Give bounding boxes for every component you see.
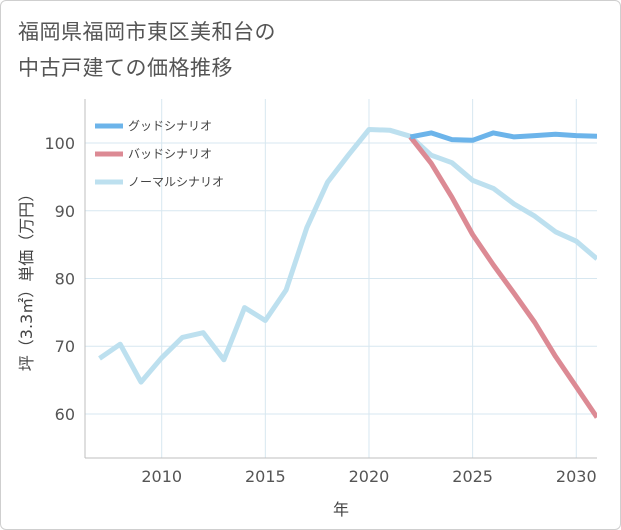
y-tick-label: 100 (44, 134, 75, 153)
plot-frame (84, 99, 597, 459)
x-tick-label: 2010 (141, 467, 182, 486)
series-line (408, 135, 597, 419)
chart-title-line1: 福岡県福岡市東区美和台の (18, 20, 276, 44)
x-tick-label: 2020 (349, 467, 390, 486)
y-tick-label: 90 (55, 202, 75, 221)
legend-label: ノーマルシナリオ (128, 175, 224, 189)
x-axis-label: 年 (333, 500, 349, 519)
grid (85, 99, 597, 458)
legend-label: グッドシナリオ (128, 119, 212, 133)
series-line (98, 127, 597, 385)
series-layer (98, 127, 597, 419)
y-tick-label: 80 (55, 270, 75, 289)
chart-title-line2: 中古戸建ての価格推移 (18, 56, 233, 80)
x-tick-label: 2030 (556, 467, 597, 486)
x-tick-label: 2015 (245, 467, 286, 486)
x-axis-ticks: 2010 2015 2020 2025 2030 (141, 467, 596, 486)
series-line (409, 130, 597, 143)
y-tick-label: 60 (55, 405, 75, 424)
y-tick-label: 70 (55, 337, 75, 356)
y-axis-label: 坪（3.3㎡）単価（万円） (17, 186, 36, 371)
y-axis-ticks: 60 70 80 90 100 (44, 134, 75, 424)
chart-title: 福岡県福岡市東区美和台の 中古戸建ての価格推移 (18, 14, 598, 86)
x-tick-label: 2025 (452, 467, 493, 486)
legend-label: バッドシナリオ (128, 147, 212, 161)
